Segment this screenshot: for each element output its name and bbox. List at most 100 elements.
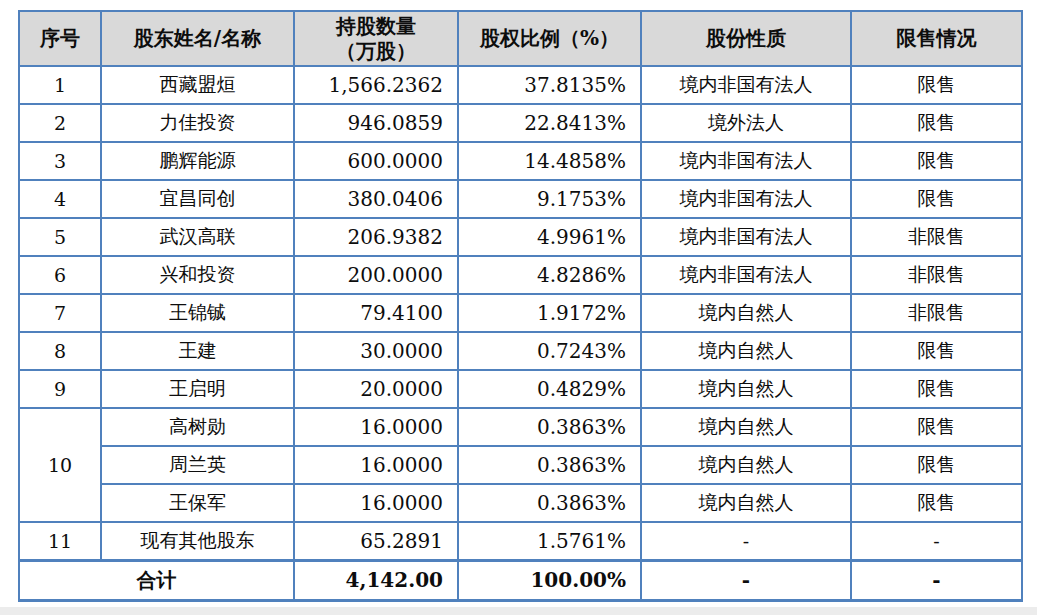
nature-cell: 境外法人 — [641, 104, 851, 142]
ratio-cell: 22.8413% — [458, 104, 641, 142]
table-row: 7 王锦铖 79.4100 1.9172% 境内自然人 非限售 — [19, 294, 1022, 332]
ratio-cell: 0.7243% — [458, 332, 641, 370]
shareholder-name-cell: 现有其他股东 — [101, 522, 294, 560]
col-header-shares-line2: （万股） — [296, 39, 456, 64]
table-row: 5 武汉高联 206.9382 4.9961% 境内非国有法人 非限售 — [19, 218, 1022, 256]
shares-cell: 206.9382 — [294, 218, 458, 256]
shareholder-name-cell: 兴和投资 — [101, 256, 294, 294]
total-row: 合计 4,142.00 100.00% - - — [19, 560, 1022, 600]
table-row: 6 兴和投资 200.0000 4.8286% 境内非国有法人 非限售 — [19, 256, 1022, 294]
lockup-cell: 限售 — [851, 142, 1022, 180]
table-row: 8 王建 30.0000 0.7243% 境内自然人 限售 — [19, 332, 1022, 370]
shares-cell: 1,566.2362 — [294, 66, 458, 104]
shareholder-name-cell: 武汉高联 — [101, 218, 294, 256]
ratio-cell: 0.3863% — [458, 408, 641, 446]
shareholder-name-cell: 周兰英 — [101, 446, 294, 484]
ratio-cell: 0.3863% — [458, 484, 641, 522]
seq-cell: 11 — [19, 522, 101, 560]
shares-cell: 600.0000 — [294, 142, 458, 180]
nature-cell: 境内自然人 — [641, 408, 851, 446]
seq-cell: 5 — [19, 218, 101, 256]
page-bottom-edge — [0, 607, 1037, 615]
seq-cell: 6 — [19, 256, 101, 294]
shareholder-name-cell: 力佳投资 — [101, 104, 294, 142]
nature-cell: 境内自然人 — [641, 446, 851, 484]
lockup-cell: - — [851, 522, 1022, 560]
col-header-lockup: 限售情况 — [851, 11, 1022, 66]
shares-cell: 946.0859 — [294, 104, 458, 142]
shareholder-table-container: 序号 股东姓名/名称 持股数量 （万股） 股权比例（%） 股份性质 限售情况 1… — [18, 10, 1023, 602]
col-header-shares-line1: 持股数量 — [296, 14, 456, 39]
ratio-cell: 37.8135% — [458, 66, 641, 104]
table-row: 2 力佳投资 946.0859 22.8413% 境外法人 限售 — [19, 104, 1022, 142]
lockup-cell: 非限售 — [851, 294, 1022, 332]
shareholder-name-cell: 王建 — [101, 332, 294, 370]
shareholder-name-cell: 王锦铖 — [101, 294, 294, 332]
table-row: 1 西藏盟烜 1,566.2362 37.8135% 境内非国有法人 限售 — [19, 66, 1022, 104]
nature-cell: 境内非国有法人 — [641, 256, 851, 294]
col-header-nature: 股份性质 — [641, 11, 851, 66]
table-row: 11 现有其他股东 65.2891 1.5761% - - — [19, 522, 1022, 560]
lockup-cell: 限售 — [851, 370, 1022, 408]
table-row: 9 王启明 20.0000 0.4829% 境内自然人 限售 — [19, 370, 1022, 408]
ratio-cell: 4.8286% — [458, 256, 641, 294]
lockup-cell: 限售 — [851, 104, 1022, 142]
shareholder-name-cell: 鹏辉能源 — [101, 142, 294, 180]
nature-cell: 境内非国有法人 — [641, 66, 851, 104]
shares-cell: 16.0000 — [294, 408, 458, 446]
lockup-cell: 限售 — [851, 180, 1022, 218]
shares-cell: 16.0000 — [294, 446, 458, 484]
shares-cell: 20.0000 — [294, 370, 458, 408]
ratio-cell: 0.3863% — [458, 446, 641, 484]
shareholder-table: 序号 股东姓名/名称 持股数量 （万股） 股权比例（%） 股份性质 限售情况 1… — [18, 10, 1023, 602]
ratio-cell: 4.9961% — [458, 218, 641, 256]
shareholder-name-cell: 高树勋 — [101, 408, 294, 446]
ratio-cell: 9.1753% — [458, 180, 641, 218]
table-row: 王保军 16.0000 0.3863% 境内自然人 限售 — [19, 484, 1022, 522]
nature-cell: 境内自然人 — [641, 294, 851, 332]
shares-cell: 200.0000 — [294, 256, 458, 294]
col-header-ratio: 股权比例（%） — [458, 11, 641, 66]
total-nature-cell: - — [641, 560, 851, 600]
ratio-cell: 1.9172% — [458, 294, 641, 332]
seq-cell-merged: 10 — [19, 408, 101, 522]
ratio-cell: 1.5761% — [458, 522, 641, 560]
nature-cell: 境内自然人 — [641, 332, 851, 370]
shareholder-name-cell: 王保军 — [101, 484, 294, 522]
total-ratio-cell: 100.00% — [458, 560, 641, 600]
col-header-seq: 序号 — [19, 11, 101, 66]
table-row: 周兰英 16.0000 0.3863% 境内自然人 限售 — [19, 446, 1022, 484]
shares-cell: 79.4100 — [294, 294, 458, 332]
lockup-cell: 限售 — [851, 408, 1022, 446]
nature-cell: 境内自然人 — [641, 484, 851, 522]
col-header-name: 股东姓名/名称 — [101, 11, 294, 66]
seq-cell: 3 — [19, 142, 101, 180]
lockup-cell: 限售 — [851, 332, 1022, 370]
shareholder-name-cell: 西藏盟烜 — [101, 66, 294, 104]
shares-cell: 30.0000 — [294, 332, 458, 370]
nature-cell: 境内非国有法人 — [641, 142, 851, 180]
ratio-cell: 14.4858% — [458, 142, 641, 180]
nature-cell: 境内自然人 — [641, 370, 851, 408]
lockup-cell: 非限售 — [851, 256, 1022, 294]
col-header-shares: 持股数量 （万股） — [294, 11, 458, 66]
lockup-cell: 非限售 — [851, 218, 1022, 256]
shares-cell: 16.0000 — [294, 484, 458, 522]
shares-cell: 380.0406 — [294, 180, 458, 218]
shareholder-name-cell: 王启明 — [101, 370, 294, 408]
shareholder-name-cell: 宜昌同创 — [101, 180, 294, 218]
nature-cell: - — [641, 522, 851, 560]
nature-cell: 境内非国有法人 — [641, 218, 851, 256]
seq-cell: 7 — [19, 294, 101, 332]
seq-cell: 2 — [19, 104, 101, 142]
seq-cell: 8 — [19, 332, 101, 370]
table-row: 4 宜昌同创 380.0406 9.1753% 境内非国有法人 限售 — [19, 180, 1022, 218]
header-row: 序号 股东姓名/名称 持股数量 （万股） 股权比例（%） 股份性质 限售情况 — [19, 11, 1022, 66]
nature-cell: 境内非国有法人 — [641, 180, 851, 218]
seq-cell: 4 — [19, 180, 101, 218]
total-label-cell: 合计 — [19, 560, 294, 600]
seq-cell: 9 — [19, 370, 101, 408]
ratio-cell: 0.4829% — [458, 370, 641, 408]
lockup-cell: 限售 — [851, 66, 1022, 104]
total-shares-cell: 4,142.00 — [294, 560, 458, 600]
